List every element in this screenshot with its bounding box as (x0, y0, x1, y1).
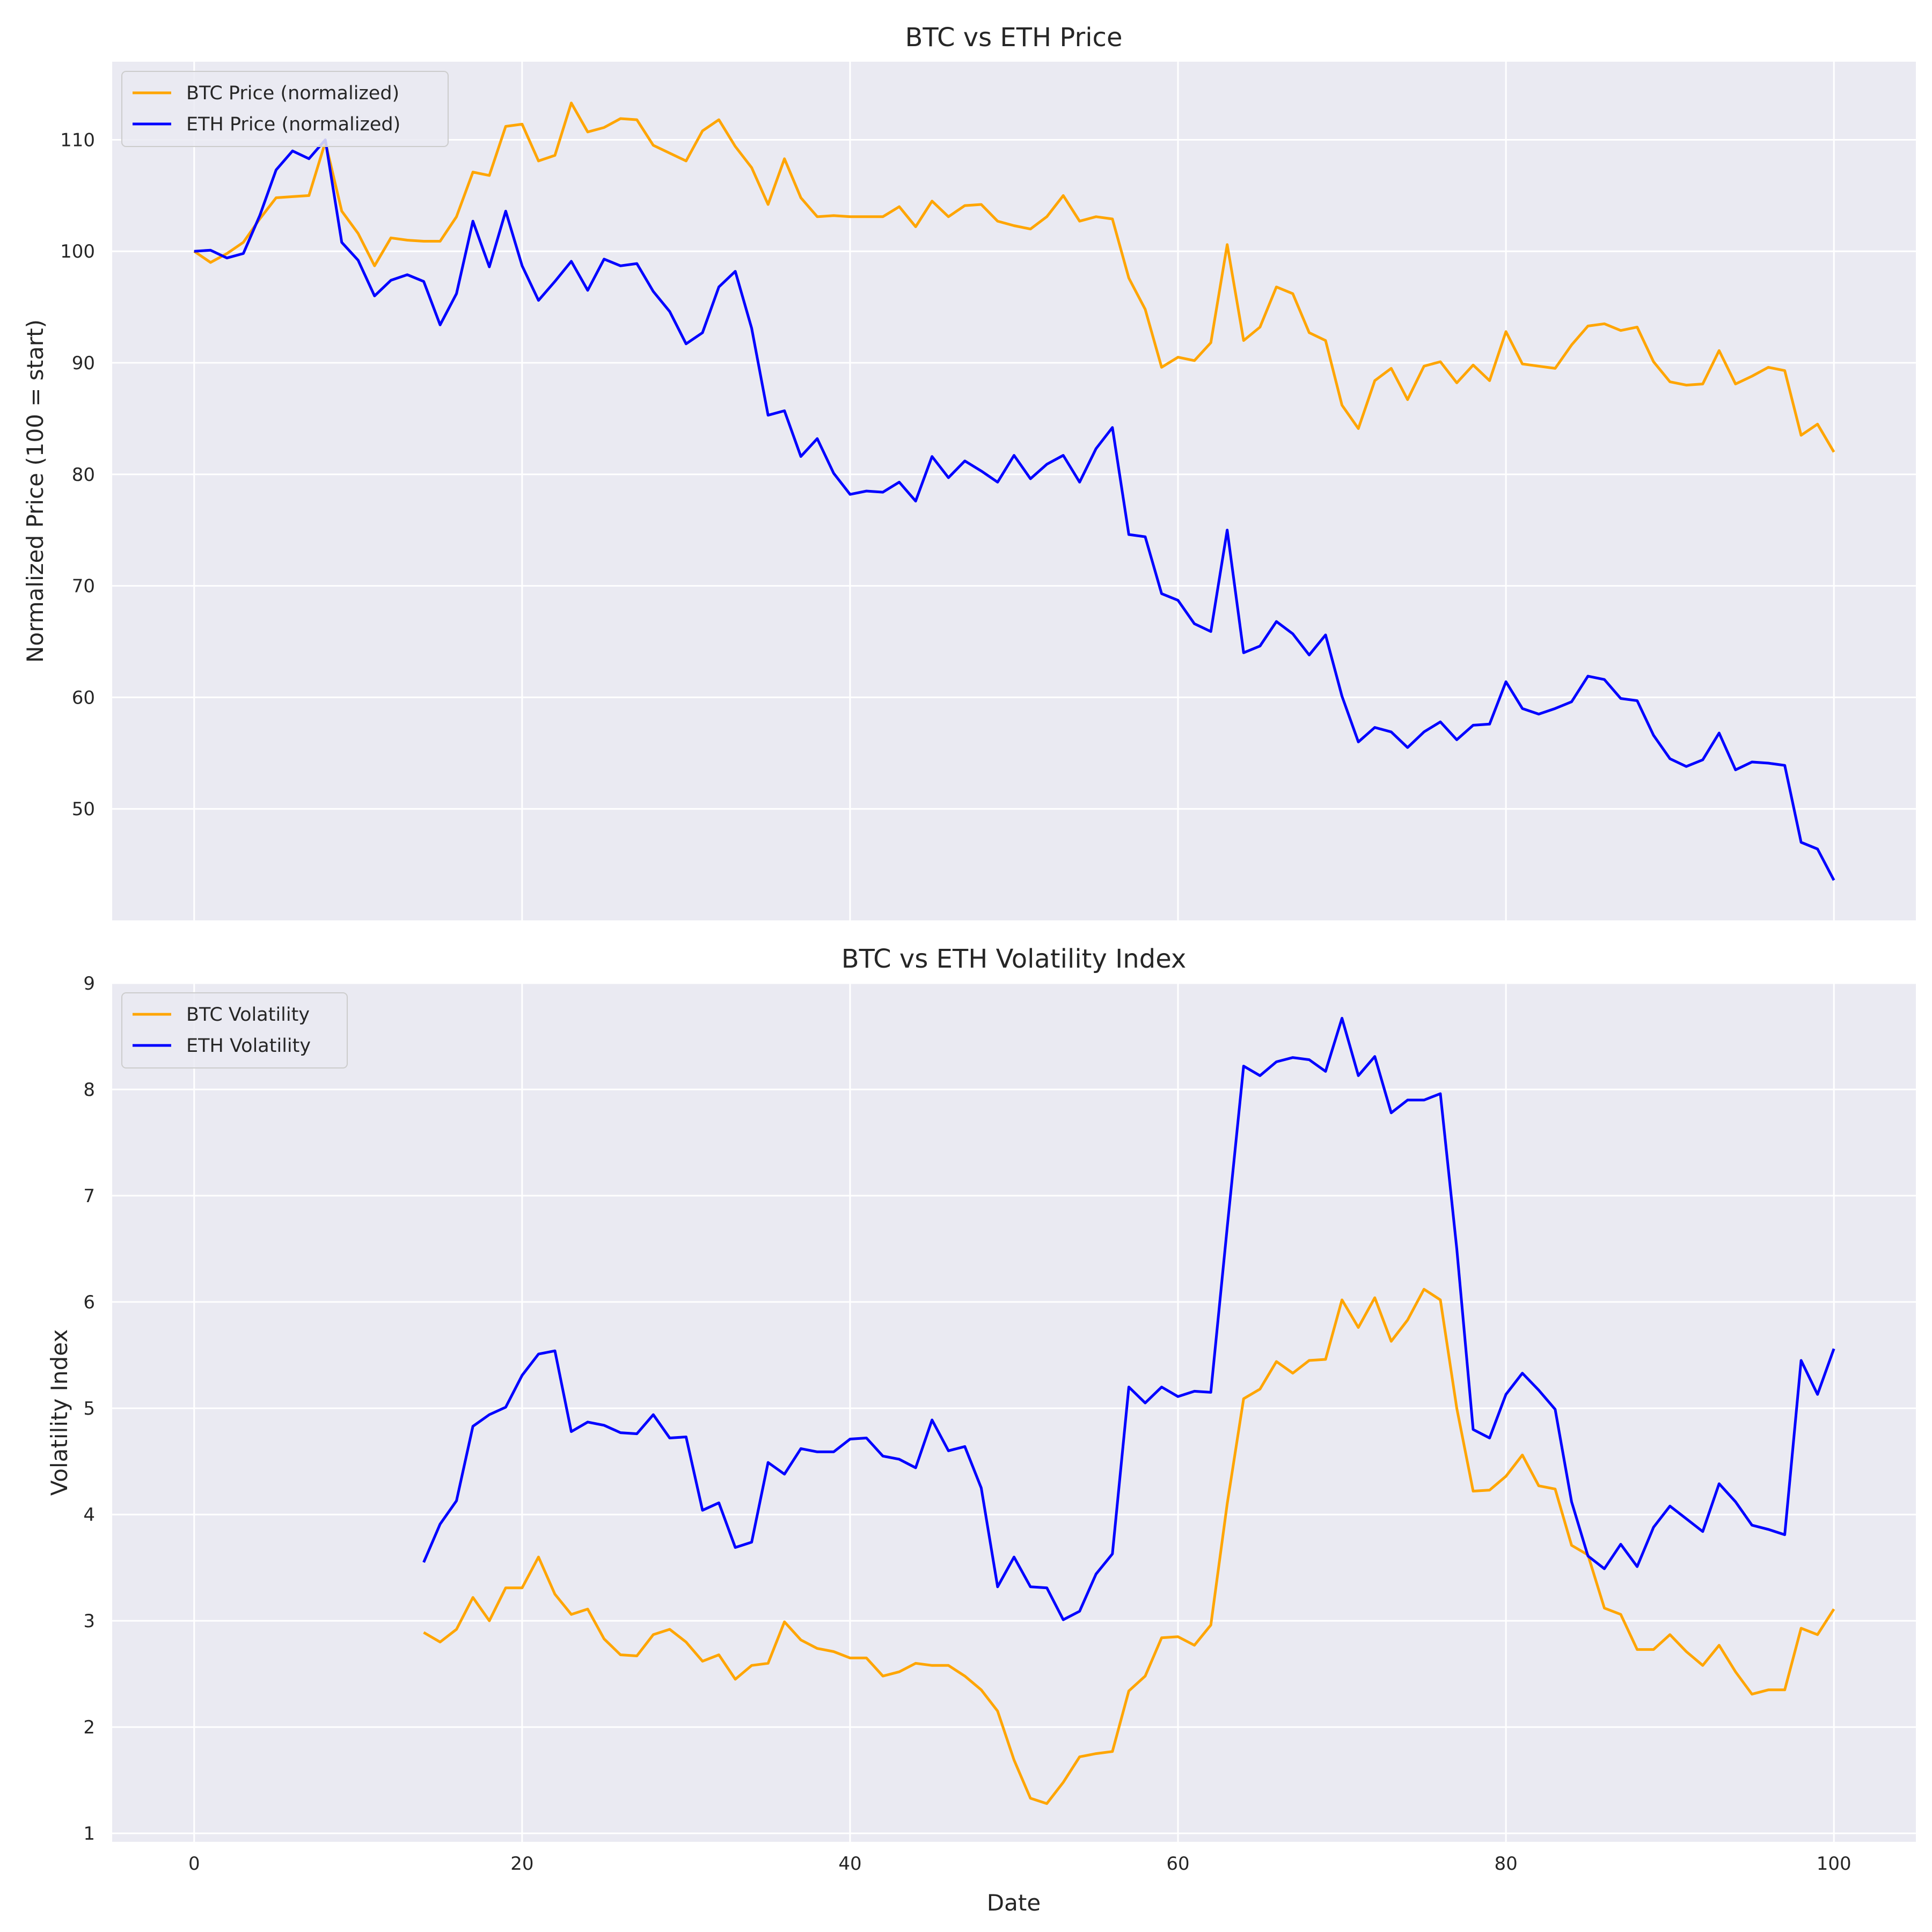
y-tick-label: 60 (72, 687, 95, 708)
y-tick-label: 6 (83, 1292, 95, 1313)
btc-series-line (423, 1287, 1835, 1805)
y-tick-label: 4 (83, 1504, 95, 1526)
y-tick-label: 90 (72, 353, 95, 374)
volatility-gridlines (112, 982, 1916, 1842)
eth-series-line (422, 1016, 1835, 1621)
y-tick-label: 110 (60, 129, 95, 151)
x-tick-label: 40 (838, 1853, 861, 1875)
legend-box (121, 71, 449, 147)
price-gridlines (112, 62, 1916, 920)
price-panel: 50 60 70 80 90 100 110 BTC vs ETH Price Normal… (22, 23, 1916, 920)
price-series-lines (193, 101, 1835, 881)
volatility-panel: 0 20 40 60 80 100 1 2 3 4 5 6 7 8 9 BTC vs ETH Volatil… (46, 944, 1916, 1916)
legend-box (121, 992, 348, 1069)
y-tick-label: 7 (83, 1185, 95, 1207)
price-chart-title: BTC vs ETH Price (905, 23, 1123, 53)
y-tick-label: 50 (72, 799, 95, 820)
x-tick-label: 60 (1166, 1853, 1189, 1875)
btc-series-line (193, 101, 1835, 453)
legend-label: ETH Volatility (186, 1035, 311, 1057)
x-tick-label: 0 (188, 1853, 200, 1875)
x-tick-label: 20 (510, 1853, 533, 1875)
y-tick-label: 9 (83, 973, 95, 994)
volatility-chart-title: BTC vs ETH Volatility Index (841, 944, 1187, 974)
y-tick-label: 8 (83, 1079, 95, 1101)
legend-label: BTC Volatility (186, 1004, 310, 1026)
y-tick-label: 70 (72, 576, 95, 597)
y-tick-label: 5 (83, 1398, 95, 1419)
volatility-plot-area (112, 983, 1916, 1842)
price-legend: BTC Price (normalized) ETH Price (normali… (121, 71, 449, 147)
price-plot-area (112, 62, 1916, 920)
y-tick-label: 2 (83, 1717, 95, 1738)
y-tick-label: 100 (60, 241, 95, 262)
legend-label: ETH Price (normalized) (186, 114, 400, 135)
y-tick-label: 1 (83, 1823, 95, 1845)
price-y-axis-label: Normalized Price (100 = start) (22, 319, 48, 663)
y-tick-label: 3 (83, 1611, 95, 1632)
volatility-tick-labels: 0 20 40 60 80 100 1 2 3 4 5 6 7 8 9 (83, 973, 1851, 1875)
x-tick-label: 100 (1817, 1853, 1851, 1875)
x-axis-label: Date (987, 1890, 1041, 1916)
eth-series-line (194, 138, 1835, 881)
volatility-y-axis-label: Volatility Index (46, 1329, 72, 1496)
volatility-series-lines (422, 1016, 1835, 1805)
volatility-legend: BTC Volatility ETH Volatility (121, 992, 348, 1069)
legend-label: BTC Price (normalized) (186, 83, 399, 104)
y-tick-label: 80 (72, 464, 95, 486)
price-tick-labels: 50 60 70 80 90 100 110 (60, 129, 95, 820)
x-tick-label: 80 (1495, 1853, 1518, 1875)
